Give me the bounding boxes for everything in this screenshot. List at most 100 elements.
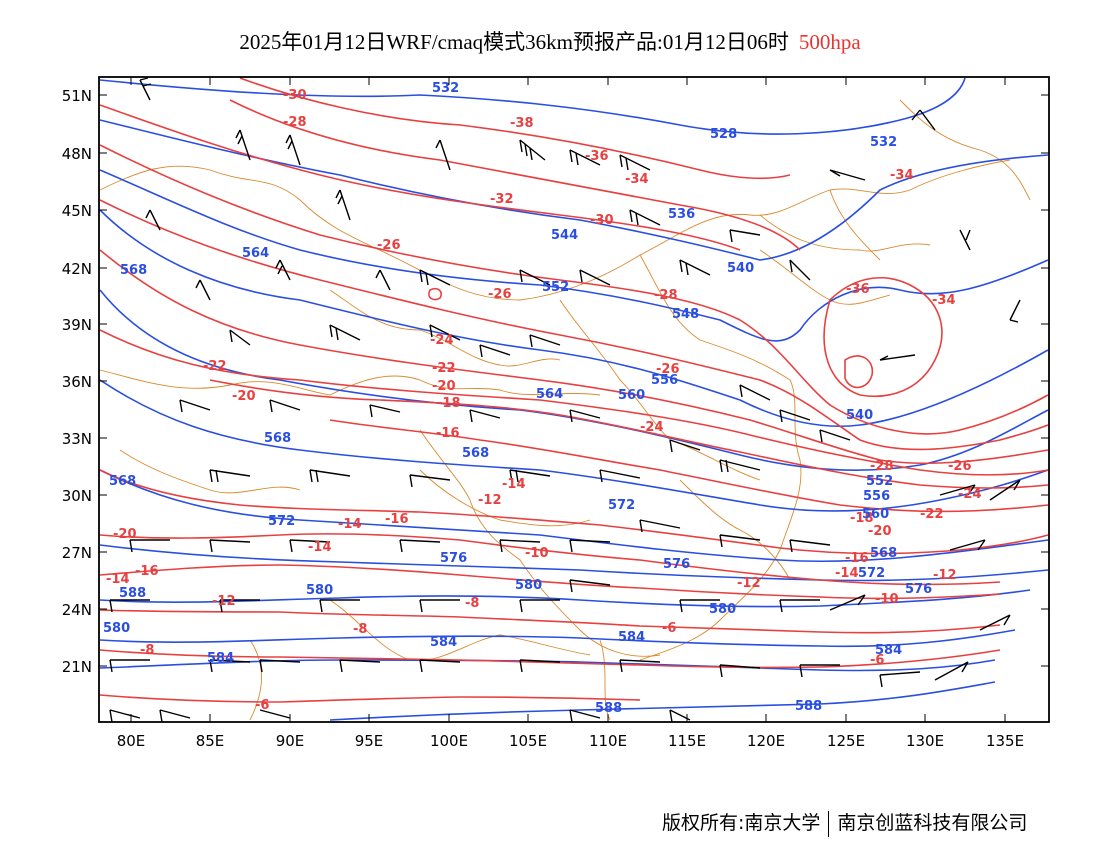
temp-label: -16 — [135, 564, 159, 579]
temp-label: -6 — [255, 698, 269, 713]
height-label: 576 — [905, 582, 932, 597]
lon-tick-label: 95E — [355, 732, 384, 750]
temp-label: -22 — [920, 507, 944, 522]
height-label: 580 — [515, 578, 542, 593]
height-label: 568 — [120, 263, 147, 278]
temperature-contours — [99, 77, 1049, 703]
lat-tick-label: 39N — [62, 316, 92, 334]
chart-title: 2025年01月12日WRF/cmaq模式36km预报产品:01月12日06时 5… — [0, 26, 1100, 56]
lon-tick-label: 125E — [827, 732, 865, 750]
temp-label: -26 — [948, 459, 972, 474]
temp-label: -18 — [850, 511, 874, 526]
latitude-axis: 51N 48N 45N 42N 39N 36N 33N 30N 27N 24N … — [62, 87, 1049, 676]
height-label: 584 — [430, 635, 457, 650]
temp-label: -20 — [868, 524, 892, 539]
lat-tick-label: 42N — [62, 260, 92, 278]
lon-tick-label: 105E — [509, 732, 547, 750]
height-label: 580 — [709, 602, 736, 617]
temp-label: -28 — [654, 288, 678, 303]
temp-label: -26 — [488, 287, 512, 302]
height-label: 588 — [595, 701, 622, 716]
temp-label: -34 — [932, 293, 956, 308]
height-label: 576 — [440, 551, 467, 566]
temp-label: -14 — [502, 477, 526, 492]
temp-label: -20 — [432, 379, 456, 394]
temp-label: -10 — [525, 546, 549, 561]
height-label: 568 — [109, 474, 136, 489]
height-label: 544 — [551, 228, 578, 243]
lon-tick-label: 90E — [276, 732, 305, 750]
lat-tick-label: 36N — [62, 373, 92, 391]
height-label: 584 — [618, 630, 645, 645]
copyright-footer: 版权所有:南京大学 南京创蓝科技有限公司 — [662, 808, 1027, 837]
temp-label: -22 — [432, 361, 456, 376]
temp-label: -8 — [353, 622, 367, 637]
height-label: 540 — [727, 261, 754, 276]
height-label: 560 — [618, 388, 645, 403]
height-label: 588 — [795, 699, 822, 714]
temp-label: -34 — [890, 168, 914, 183]
temp-label: -24 — [430, 333, 454, 348]
temp-label: -6 — [870, 653, 884, 668]
height-label: 588 — [119, 586, 146, 601]
footer-divider — [828, 810, 830, 837]
temp-label: -26 — [656, 362, 680, 377]
temp-label: -8 — [140, 643, 154, 658]
height-label: 552 — [542, 280, 569, 295]
height-label: 580 — [306, 583, 333, 598]
lon-tick-label: 80E — [117, 732, 146, 750]
temp-label: -24 — [958, 487, 982, 502]
temp-label: -28 — [283, 115, 307, 130]
temp-label: -32 — [490, 192, 514, 207]
lat-tick-label: 33N — [62, 430, 92, 448]
lon-tick-label: 100E — [430, 732, 468, 750]
height-label: 532 — [432, 81, 459, 96]
longitude-axis: 80E 85E 90E 95E 100E 105E 110E 115E 120E… — [117, 77, 1024, 750]
title-level: 500hpa — [798, 30, 861, 54]
temp-label: -8 — [465, 596, 479, 611]
temp-label: -30 — [283, 88, 307, 103]
height-label: 576 — [663, 557, 690, 572]
height-label: 560 — [862, 507, 889, 522]
boundary-lines — [99, 99, 1031, 721]
temp-label: -18 — [437, 396, 461, 411]
lon-tick-label: 130E — [906, 732, 944, 750]
temp-label: -34 — [625, 172, 649, 187]
height-labels: 532 528 532 536 544 552 540 548 564 568 … — [103, 81, 932, 716]
lon-tick-label: 85E — [196, 732, 225, 750]
height-label: 572 — [858, 566, 885, 581]
height-label: 568 — [264, 431, 291, 446]
height-label: 568 — [870, 546, 897, 561]
lat-tick-label: 21N — [62, 658, 92, 676]
lat-tick-label: 48N — [62, 145, 92, 163]
height-label: 548 — [672, 307, 699, 322]
temperature-labels: -30 -28 -38 -36 -34 -32 -30 -26 -26 -28 … — [106, 88, 982, 713]
temp-label: -14 — [106, 572, 130, 587]
temp-label: -16 — [845, 551, 869, 566]
temp-label: -14 — [308, 540, 332, 555]
temp-label: -30 — [590, 213, 614, 228]
height-label: 572 — [268, 514, 295, 529]
lat-tick-label: 45N — [62, 202, 92, 220]
temp-label: -28 — [870, 459, 894, 474]
lon-tick-label: 115E — [668, 732, 706, 750]
lat-tick-label: 27N — [62, 544, 92, 562]
height-label: 572 — [608, 498, 635, 513]
copyright-left: 版权所有:南京大学 — [662, 812, 821, 834]
temp-label: -12 — [478, 493, 502, 508]
lat-tick-label: 24N — [62, 601, 92, 619]
lat-tick-label: 30N — [62, 487, 92, 505]
temp-label: -24 — [640, 420, 664, 435]
temp-label: -6 — [662, 621, 676, 636]
height-label: 536 — [668, 207, 695, 222]
temp-label: -10 — [875, 592, 899, 607]
title-main: 2025年01月12日WRF/cmaq模式36km预报产品:01月12日06时 — [239, 30, 789, 54]
lon-tick-label: 110E — [589, 732, 627, 750]
height-label: 580 — [103, 621, 130, 636]
temp-label: -22 — [203, 359, 227, 374]
height-label: 564 — [242, 246, 269, 261]
height-label: 556 — [863, 489, 890, 504]
temp-label: -12 — [212, 594, 236, 609]
temp-label: -12 — [933, 568, 957, 583]
